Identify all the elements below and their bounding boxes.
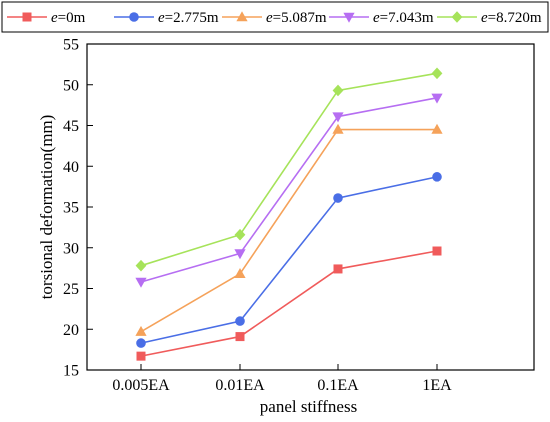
series-line-2 (140, 176, 438, 344)
plot-frame (86, 43, 535, 371)
legend-label-3: e=5.087m (266, 10, 327, 26)
legend-marker-4 (343, 12, 355, 23)
data-point-series-2 (333, 193, 343, 203)
data-point-series-1 (235, 332, 245, 342)
data-point-series-2 (136, 338, 146, 348)
legend-marker-2 (129, 12, 139, 22)
legend-label-5: e=8.720m (481, 10, 542, 26)
x-axis-title: panel stiffness (260, 397, 357, 416)
data-point-series-4 (431, 93, 443, 104)
series-line-4 (140, 97, 438, 283)
data-point-series-5 (332, 84, 344, 97)
data-point-series-1 (333, 264, 343, 274)
data-point-series-3 (332, 123, 344, 134)
series-line-5 (140, 72, 438, 267)
legend-label-1: e=0m (51, 10, 86, 26)
x-tick-label: 0.1EA (317, 377, 359, 394)
legend-marker-1 (22, 12, 32, 22)
data-point-series-3 (234, 268, 246, 279)
y-tick-label: 40 (63, 159, 79, 176)
y-axis-title: torsional deformation(mm) (37, 115, 56, 300)
legend-label-2: e=2.775m (158, 10, 219, 26)
data-point-series-2 (235, 316, 245, 326)
x-tick-label: 0.005EA (112, 377, 170, 394)
data-point-series-3 (135, 325, 147, 336)
y-tick-label: 35 (63, 200, 79, 217)
legend-label-4: e=7.043m (373, 10, 434, 26)
series-line-3 (140, 128, 437, 333)
data-point-series-1 (432, 246, 442, 256)
y-tick-label: 25 (63, 281, 79, 298)
data-point-series-3 (431, 123, 443, 134)
data-point-series-4 (234, 249, 246, 260)
y-tick-label: 50 (63, 77, 79, 94)
data-point-series-5 (135, 259, 147, 272)
x-tick-label: 1EA (422, 377, 452, 394)
y-tick-label: 30 (63, 240, 79, 257)
data-point-series-5 (431, 67, 443, 80)
x-tick-label: 0.01EA (215, 377, 265, 394)
legend-marker-3 (236, 11, 248, 22)
y-tick-label: 55 (63, 37, 79, 54)
data-point-series-4 (135, 277, 147, 288)
data-point-series-1 (136, 351, 146, 361)
series-line-1 (140, 250, 438, 357)
y-tick-label: 20 (63, 322, 79, 339)
y-tick-label: 45 (63, 118, 79, 135)
y-tick-label: 15 (63, 363, 79, 380)
data-point-series-5 (234, 228, 246, 241)
data-point-series-4 (332, 112, 344, 123)
data-point-series-2 (432, 172, 442, 182)
legend-marker-5 (451, 11, 463, 23)
